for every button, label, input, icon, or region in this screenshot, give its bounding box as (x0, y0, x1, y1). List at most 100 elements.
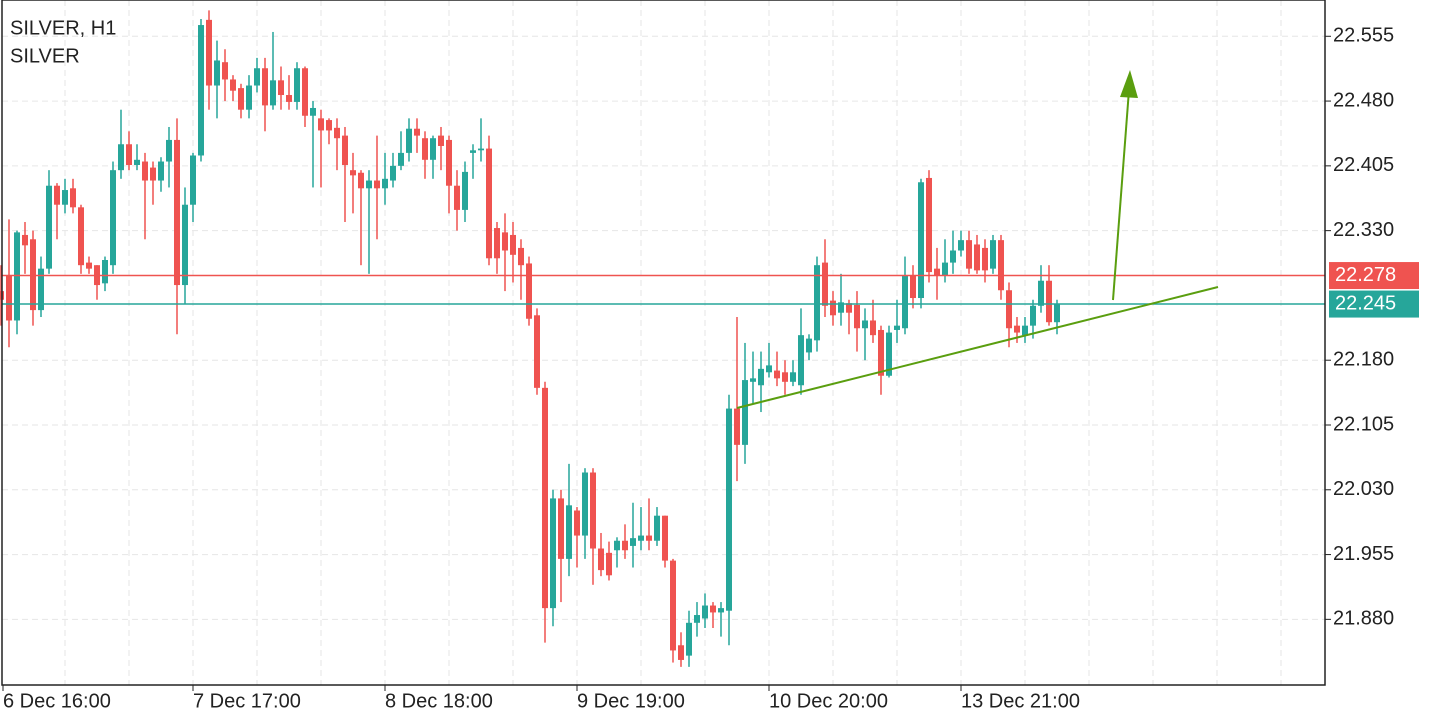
candle-body (166, 139, 172, 162)
candle-body (974, 244, 980, 271)
candle-body (278, 80, 284, 96)
candle-body (574, 510, 580, 536)
candle-body (38, 268, 44, 311)
candle-body (966, 240, 972, 269)
candle-body (670, 560, 676, 651)
candle-body (726, 408, 732, 611)
candle-body (782, 372, 788, 382)
candle-body (446, 139, 452, 186)
candle-body (190, 155, 196, 205)
candle-body (774, 370, 780, 379)
candle-body (318, 118, 324, 131)
candle-body (110, 170, 116, 266)
chart-title: SILVER, H1 (10, 17, 116, 39)
candle-body (342, 135, 348, 165)
candle-body (582, 472, 588, 536)
candle-body (1022, 325, 1028, 336)
candle-body (566, 505, 572, 559)
x-tick-label: 9 Dec 19:00 (577, 690, 685, 712)
candle-body (6, 275, 12, 321)
candle-body (814, 265, 820, 341)
candle-body (150, 167, 156, 181)
candle-body (454, 185, 460, 210)
y-tick-label: 21.880 (1333, 608, 1394, 630)
candle-body (502, 232, 508, 251)
candle-body (478, 148, 484, 151)
candle-body (894, 325, 900, 330)
candle-body (694, 615, 700, 623)
candle-body (950, 250, 956, 263)
candle-body (414, 128, 420, 136)
candle-body (518, 247, 524, 266)
candle-body (638, 535, 644, 541)
candle-body (1046, 280, 1052, 323)
candle-body (102, 260, 108, 284)
candle-body (14, 232, 20, 321)
candle-body (310, 107, 316, 116)
candle-body (462, 171, 468, 210)
candle-body (30, 239, 36, 311)
x-tick-label: 10 Dec 20:00 (769, 690, 888, 712)
candle-body (262, 68, 268, 106)
candle-body (326, 120, 332, 131)
candle-body (926, 177, 932, 273)
candle-body (878, 329, 884, 376)
candle-body (614, 540, 620, 551)
candle-body (742, 380, 748, 445)
candle-body (1030, 305, 1036, 326)
candle-body (934, 268, 940, 276)
candle-body (78, 207, 84, 266)
candle-body (366, 180, 372, 189)
candle-body (798, 335, 804, 386)
candle-body (734, 408, 740, 445)
candle-body (302, 68, 308, 116)
candle-body (142, 161, 148, 181)
x-tick-label: 13 Dec 21:00 (961, 690, 1080, 712)
candle-body (790, 372, 796, 382)
candle-body (910, 275, 916, 299)
candle-body (494, 228, 500, 259)
candle-body (1006, 290, 1012, 329)
candle-body (550, 498, 556, 609)
candle-body (702, 605, 708, 619)
candle-body (214, 60, 220, 86)
candle-body (270, 80, 276, 106)
candle-body (430, 138, 436, 160)
candle-body (254, 68, 260, 86)
x-tick-label: 6 Dec 16:00 (3, 690, 111, 712)
candle-body (598, 548, 604, 571)
candle-body (382, 178, 388, 189)
candle-body (830, 300, 836, 316)
candle-body (542, 387, 548, 609)
candle-body (62, 190, 68, 205)
x-tick-label: 7 Dec 17:00 (193, 690, 301, 712)
candle-body (1038, 280, 1044, 306)
candle-body (766, 365, 772, 373)
candle-body (286, 95, 292, 102)
candle-body (238, 88, 244, 110)
candle-body (206, 19, 212, 86)
candle-body (806, 338, 812, 353)
candle-body (854, 304, 860, 329)
candle-body (886, 332, 892, 376)
axes: 22.555 22.480 22.405 22.330 22.180 22.105 22.0… (2, 25, 1419, 712)
trend-line (736, 286, 1219, 409)
y-tick-label: 22.030 (1333, 478, 1394, 500)
candle-body (606, 552, 612, 576)
y-tick-label: 22.180 (1333, 348, 1394, 370)
candle-body (134, 159, 140, 165)
plot-frame (1, 0, 1326, 686)
candle-body (118, 144, 124, 171)
candle-body (838, 302, 844, 313)
candle-body (358, 172, 364, 189)
candle-body (686, 622, 692, 656)
candle-body (590, 472, 596, 549)
arrow-head (1120, 70, 1138, 98)
candle-body (750, 378, 756, 382)
candle-body (334, 127, 340, 139)
candle-body (174, 139, 180, 286)
chart-subtitle: SILVER (10, 45, 80, 67)
candle-body (942, 262, 948, 276)
candle-body (822, 262, 828, 306)
